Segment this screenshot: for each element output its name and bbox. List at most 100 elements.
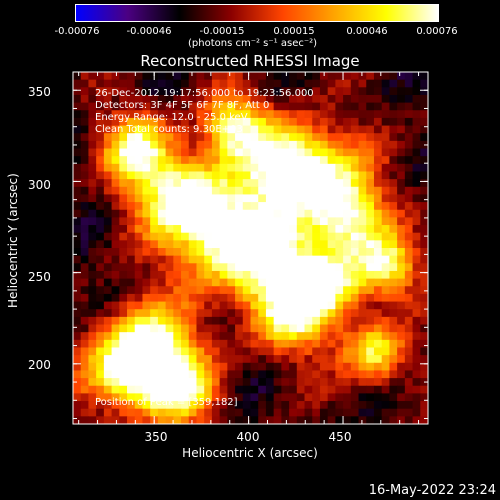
heatmap-cell xyxy=(389,293,398,303)
heatmap-cell xyxy=(119,225,128,234)
heatmap-cell xyxy=(219,148,228,157)
heatmap-cell xyxy=(343,416,352,425)
heatmap-cell xyxy=(211,133,221,142)
heatmap-cell xyxy=(111,378,120,387)
heatmap-cell xyxy=(134,125,143,134)
heatmap-cell xyxy=(242,232,251,241)
heatmap-cell xyxy=(281,385,290,394)
heatmap-cell xyxy=(88,408,97,417)
heatmap-cell xyxy=(142,171,151,180)
heatmap-cell xyxy=(265,416,275,425)
heatmap-cell xyxy=(196,102,205,111)
heatmap-cell xyxy=(119,355,128,364)
heatmap-cell xyxy=(389,393,398,402)
colorbar-tick: 0.00046 xyxy=(346,26,388,37)
heatmap-cell xyxy=(319,270,329,280)
heatmap-cell xyxy=(227,125,236,134)
heatmap-cell xyxy=(404,125,414,134)
heatmap-cell xyxy=(327,186,336,195)
heatmap-cell xyxy=(181,339,190,348)
heatmap-cell xyxy=(373,110,383,119)
heatmap-cell xyxy=(242,293,251,303)
heatmap-cell xyxy=(103,263,113,272)
heatmap-cell xyxy=(273,408,282,417)
heatmap-cell xyxy=(211,309,221,318)
heatmap-cell xyxy=(389,87,398,96)
heatmap-cell xyxy=(134,362,143,371)
heatmap-cell xyxy=(412,393,421,402)
heatmap-cell xyxy=(250,72,259,81)
heatmap-cell xyxy=(119,72,128,81)
heatmap-cell xyxy=(373,140,383,150)
heatmap-cell xyxy=(235,270,244,280)
heatmap-cell xyxy=(96,209,105,218)
heatmap-cell xyxy=(335,263,344,272)
heatmap-cell xyxy=(227,286,236,295)
heatmap-cell xyxy=(350,186,360,195)
heatmap-cell xyxy=(204,255,213,264)
heatmap-cell xyxy=(304,87,313,96)
heatmap-cell xyxy=(412,140,421,150)
heatmap-cell xyxy=(127,232,136,241)
heatmap-cell xyxy=(304,202,313,211)
heatmap-cell xyxy=(304,171,313,180)
heatmap-cell xyxy=(150,362,159,371)
heatmap-cell xyxy=(289,117,298,127)
heatmap-cell xyxy=(134,87,143,96)
heatmap-cell xyxy=(188,316,197,326)
heatmap-cell xyxy=(173,117,182,127)
heatmap-cell xyxy=(412,362,421,371)
heatmap-cell xyxy=(381,117,390,127)
heatmap-cell xyxy=(343,194,352,203)
heatmap-cell xyxy=(358,286,367,295)
heatmap-cell xyxy=(181,125,190,134)
heatmap-cell xyxy=(242,240,251,249)
heatmap-cell xyxy=(188,94,197,104)
heatmap-cell xyxy=(127,255,136,264)
heatmap-cell xyxy=(265,301,275,310)
heatmap-cell xyxy=(111,385,120,394)
heatmap-cell xyxy=(296,102,306,111)
heatmap-cell xyxy=(265,286,275,295)
heatmap-cell xyxy=(211,194,221,203)
heatmap-cell xyxy=(127,339,136,348)
heatmap-cell xyxy=(80,186,89,195)
heatmap-cell xyxy=(397,332,406,341)
heatmap-cell xyxy=(227,225,236,234)
heatmap-cell xyxy=(150,240,159,249)
heatmap-cell xyxy=(312,332,321,341)
heatmap-cell xyxy=(204,171,213,180)
heatmap-cell xyxy=(111,339,120,348)
heatmap-cell xyxy=(227,179,236,188)
heatmap-cell xyxy=(134,270,143,280)
heatmap-cell xyxy=(181,232,190,241)
heatmap-cell xyxy=(242,370,251,379)
heatmap-cell xyxy=(134,102,143,111)
heatmap-cell xyxy=(235,148,244,157)
heatmap-cell xyxy=(250,332,259,341)
heatmap-cell xyxy=(281,94,290,104)
heatmap-cell xyxy=(381,240,390,249)
heatmap-cell xyxy=(134,209,143,218)
heatmap-cell xyxy=(127,293,136,303)
heatmap-cell xyxy=(157,87,167,96)
heatmap-cell xyxy=(142,309,151,318)
heatmap-cell xyxy=(412,163,421,172)
heatmap-cell xyxy=(211,79,221,88)
heatmap-cell xyxy=(273,94,282,104)
heatmap-cell xyxy=(312,355,321,364)
heatmap-cell xyxy=(227,186,236,195)
heatmap-cell xyxy=(142,125,151,134)
heatmap-cell xyxy=(250,179,259,188)
heatmap-cell xyxy=(312,117,321,127)
heatmap-cell xyxy=(404,416,414,425)
heatmap-cell xyxy=(304,324,313,333)
heatmap-cell xyxy=(80,148,89,157)
heatmap-cell xyxy=(157,347,167,356)
heatmap-cell xyxy=(250,225,259,234)
heatmap-cell xyxy=(289,332,298,341)
heatmap-cell xyxy=(404,232,414,241)
heatmap-cell xyxy=(381,293,390,303)
heatmap-cell xyxy=(319,240,329,249)
footer-timestamp: 16-May-2022 23:24 xyxy=(368,483,496,498)
